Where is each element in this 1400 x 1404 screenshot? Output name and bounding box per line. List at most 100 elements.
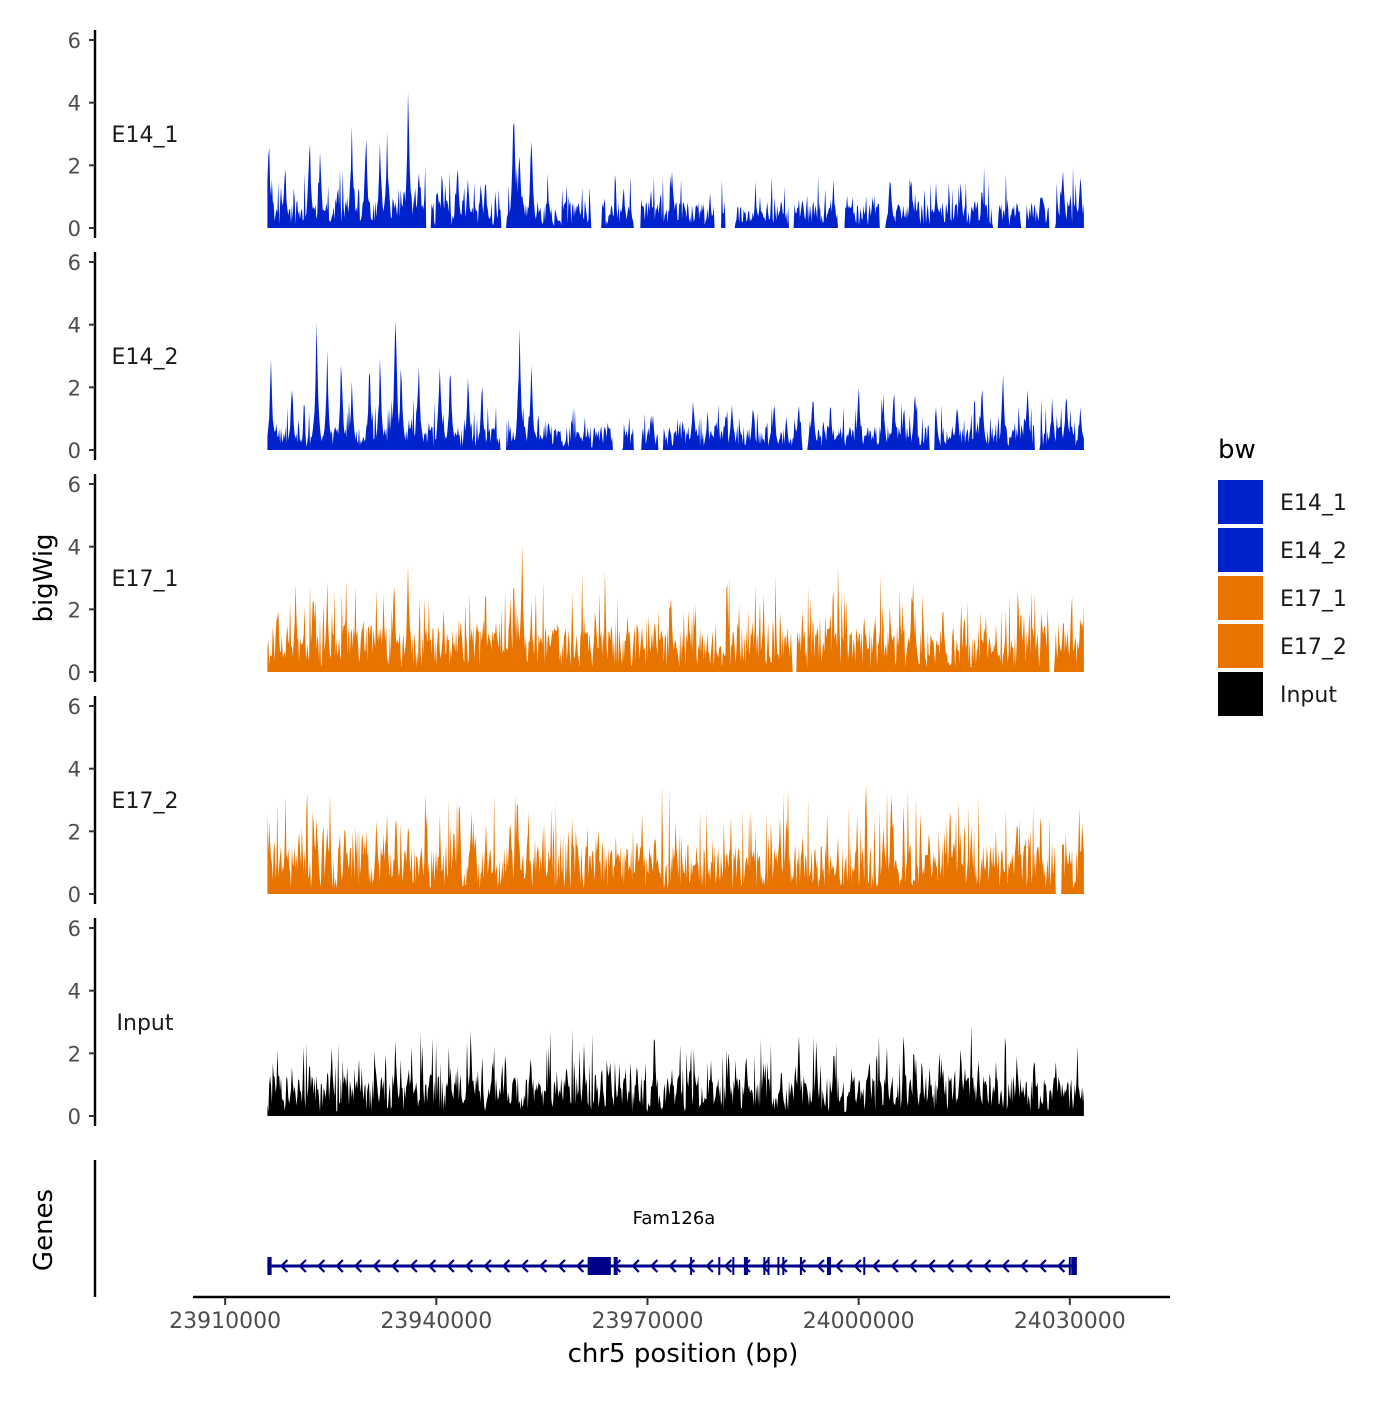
strand-arrow (390, 1259, 400, 1273)
strand-arrow (1001, 1259, 1010, 1273)
legend: bw E14_1 E14_2 E17_1 E17_2 Input (1218, 435, 1347, 716)
y-tick-label: 6 (68, 917, 81, 941)
legend-swatch (1218, 480, 1263, 524)
genes-layer: Fam126a (93, 1160, 1077, 1297)
legend-swatch (1218, 624, 1263, 668)
y-tick-label: 4 (68, 92, 81, 116)
strand-arrow (927, 1259, 936, 1273)
exon-block (613, 1257, 618, 1275)
exon-block (267, 1257, 272, 1275)
legend-label: E14_1 (1280, 491, 1347, 516)
track-label: E14_2 (112, 345, 179, 370)
legend-label: E17_2 (1280, 635, 1347, 660)
y-tick-label: 4 (68, 980, 81, 1004)
y-tick-label: 0 (68, 439, 81, 463)
track-panel-input: 0 2 4 6 Input (68, 917, 1084, 1129)
x-tick-label: 23970000 (591, 1309, 703, 1334)
legend-title: bw (1218, 435, 1256, 465)
strand-arrow (982, 1259, 992, 1273)
legend-label: E17_1 (1280, 587, 1347, 612)
y-tick-label: 4 (68, 758, 81, 782)
strand-arrow (335, 1259, 344, 1273)
signal-area (267, 320, 1084, 450)
signal-area (267, 784, 1084, 894)
legend-label: Input (1280, 683, 1337, 708)
strand-arrow (797, 1259, 807, 1273)
strand-arrow (964, 1259, 973, 1273)
track-label: E17_1 (112, 567, 179, 592)
strand-arrow (575, 1259, 585, 1273)
signal-area (267, 91, 1084, 228)
x-axis: 23910000 23940000 23970000 24000000 24030000 (169, 1295, 1170, 1334)
legend-swatch (1218, 528, 1263, 572)
strand-arrow (779, 1259, 788, 1273)
strand-arrow (298, 1259, 307, 1273)
signal-area (267, 544, 1084, 672)
strand-arrow (816, 1259, 825, 1273)
x-tick-label: 23940000 (380, 1309, 492, 1334)
strand-arrow (853, 1259, 862, 1273)
strand-arrow (279, 1259, 289, 1273)
strand-arrow (1038, 1259, 1047, 1273)
strand-arrow (668, 1259, 677, 1273)
signal-area (267, 1024, 1084, 1116)
y-tick-label: 2 (68, 376, 81, 400)
track-label: Input (117, 1011, 174, 1036)
tracks-layer: 0 2 4 6 E14_1 0 2 4 6 E14_2 0 2 4 6 E17_1 0 2 4 6 E17_2 0 2 4 6… (68, 29, 1084, 1129)
y-tick-label: 0 (68, 1105, 81, 1129)
x-axis-title: chr5 position (bp) (568, 1339, 799, 1369)
strand-arrow (834, 1259, 844, 1273)
strand-arrow (501, 1259, 511, 1273)
y-tick-label: 0 (68, 217, 81, 241)
y-tick-label: 0 (68, 661, 81, 685)
y-tick-label: 6 (68, 251, 81, 275)
gene-name-label: Fam126a (633, 1208, 716, 1229)
y-tick-label: 2 (68, 154, 81, 178)
strand-arrow (908, 1259, 918, 1273)
strand-arrow (557, 1259, 566, 1273)
strand-arrow (409, 1259, 418, 1273)
x-tick-label: 24030000 (1014, 1309, 1126, 1334)
strand-arrow (890, 1259, 899, 1273)
track-label: E17_2 (112, 789, 179, 814)
track-label: E14_1 (112, 123, 179, 148)
strand-arrow (1019, 1259, 1029, 1273)
track-panel-e17-2: 0 2 4 6 E17_2 (68, 695, 1084, 907)
y-axis-title: bigWig (29, 533, 59, 622)
y-tick-label: 2 (68, 820, 81, 844)
exon-block (743, 1257, 748, 1275)
strand-arrow (353, 1259, 363, 1273)
strand-arrow (446, 1259, 455, 1273)
strand-arrow (631, 1259, 640, 1273)
y-tick-label: 6 (68, 695, 81, 719)
strand-arrow (686, 1259, 696, 1273)
strand-arrow (316, 1259, 326, 1273)
strand-arrow (1056, 1259, 1066, 1273)
legend-swatch (1218, 672, 1263, 716)
y-tick-label: 2 (68, 1042, 81, 1066)
strand-arrow (483, 1259, 492, 1273)
genes-track-title: Genes (29, 1189, 59, 1271)
x-tick-label: 23910000 (169, 1309, 281, 1334)
legend-label: E14_2 (1280, 539, 1347, 564)
y-tick-label: 4 (68, 536, 81, 560)
y-tick-label: 6 (68, 473, 81, 497)
exon-block (826, 1257, 831, 1275)
strand-arrow (705, 1259, 714, 1273)
x-tick-label: 24000000 (803, 1309, 915, 1334)
y-tick-label: 6 (68, 29, 81, 53)
y-tick-label: 0 (68, 883, 81, 907)
strand-arrow (649, 1259, 659, 1273)
exon-block (587, 1257, 611, 1275)
strand-arrow (464, 1259, 474, 1273)
y-tick-label: 2 (68, 598, 81, 622)
strand-arrow (538, 1259, 548, 1273)
strand-arrow (760, 1259, 770, 1273)
strand-arrow (427, 1259, 437, 1273)
track-panel-e17-1: 0 2 4 6 E17_1 (68, 473, 1084, 685)
legend-swatch (1218, 576, 1263, 620)
strand-arrow (372, 1259, 381, 1273)
track-panel-e14-2: 0 2 4 6 E14_2 (68, 251, 1084, 463)
